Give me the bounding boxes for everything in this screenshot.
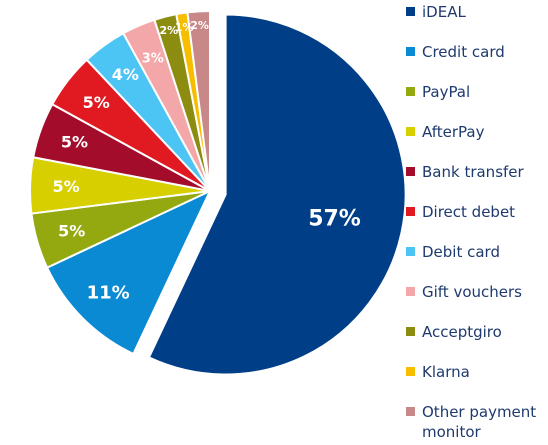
legend-swatch: [406, 327, 415, 336]
legend-swatch: [406, 87, 415, 96]
pie-label-credit-card: 11%: [87, 282, 130, 303]
legend-item: Gift vouchers: [406, 282, 522, 302]
legend-item: Debit card: [406, 242, 500, 262]
legend-item: Credit card: [406, 42, 505, 62]
legend-swatch: [406, 287, 415, 296]
legend-label: PayPal: [422, 83, 471, 101]
pie-slice-labels: 57%11%5%5%5%5%4%3%2%1%2%: [52, 19, 360, 303]
legend-swatch: [406, 167, 415, 176]
legend-label: Gift vouchers: [422, 283, 522, 301]
legend-item: AfterPay: [406, 122, 484, 142]
legend-label: AfterPay: [422, 123, 485, 141]
pie-label-afterpay: 5%: [52, 177, 79, 196]
legend-swatch: [406, 47, 415, 56]
legend-label: Direct debet: [422, 203, 516, 221]
legend-swatch: [406, 127, 415, 136]
legend-item: Direct debet: [406, 202, 515, 222]
legend-item: Acceptgiro: [406, 322, 502, 342]
legend-label: Debit card: [422, 243, 500, 261]
legend-item: PayPal: [406, 82, 470, 102]
legend-label: iDEAL: [422, 3, 466, 21]
legend-swatch: [406, 207, 415, 216]
legend-label: Acceptgiro: [422, 323, 502, 341]
legend-item: Other payment monitor: [406, 402, 536, 442]
pie-label-direct-debet: 5%: [83, 93, 110, 112]
pie-label-klarna: 1%: [175, 21, 194, 34]
legend-swatch: [406, 407, 415, 416]
pie-slice-credit-card: [45, 188, 213, 356]
pie-label-paypal: 5%: [58, 222, 85, 241]
legend-swatch: [406, 247, 415, 256]
pie-label-other-payment-monitor: 2%: [190, 19, 209, 32]
legend-item: iDEAL: [406, 2, 466, 22]
legend-label: Klarna: [422, 363, 470, 381]
legend-swatch: [406, 367, 415, 376]
legend-label: Other payment monitor: [422, 403, 537, 441]
legend-label: Bank transfer: [422, 163, 524, 181]
legend-label: Credit card: [422, 43, 505, 61]
pie-slices: [29, 9, 407, 376]
legend-item: Bank transfer: [406, 162, 524, 182]
pie-label-acceptgiro: 2%: [159, 24, 178, 37]
pie-slice-ideal: [147, 13, 407, 376]
pie-label-ideal: 57%: [308, 206, 361, 231]
pie-label-debit-card: 4%: [112, 65, 139, 84]
legend-item: Klarna: [406, 362, 470, 382]
pie-label-gift-vouchers: 3%: [142, 51, 164, 66]
pie-label-bank-transfer: 5%: [61, 133, 88, 152]
legend-swatch: [406, 7, 415, 16]
pie-slice-other-payment-monitor: [186, 9, 211, 192]
